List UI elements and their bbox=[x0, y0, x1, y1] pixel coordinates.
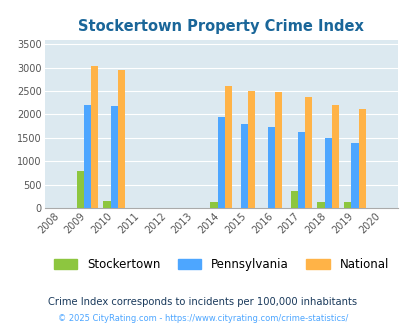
Legend: Stockertown, Pennsylvania, National: Stockertown, Pennsylvania, National bbox=[49, 253, 392, 276]
Text: © 2025 CityRating.com - https://www.cityrating.com/crime-statistics/: © 2025 CityRating.com - https://www.city… bbox=[58, 314, 347, 323]
Bar bbox=[351, 143, 358, 208]
Bar bbox=[297, 132, 305, 208]
Bar bbox=[343, 202, 351, 208]
Bar bbox=[84, 105, 91, 208]
Bar bbox=[110, 106, 117, 208]
Bar bbox=[210, 202, 217, 208]
Bar bbox=[324, 138, 331, 208]
Bar bbox=[305, 97, 311, 208]
Text: Crime Index corresponds to incidents per 100,000 inhabitants: Crime Index corresponds to incidents per… bbox=[48, 297, 357, 307]
Bar bbox=[290, 191, 297, 208]
Title: Stockertown Property Crime Index: Stockertown Property Crime Index bbox=[78, 19, 363, 34]
Bar bbox=[117, 70, 125, 208]
Bar bbox=[331, 105, 338, 208]
Bar bbox=[358, 109, 365, 208]
Bar bbox=[267, 127, 274, 208]
Bar bbox=[224, 86, 232, 208]
Bar bbox=[91, 66, 98, 208]
Bar bbox=[317, 202, 324, 208]
Bar bbox=[274, 92, 281, 208]
Bar bbox=[240, 124, 247, 208]
Bar bbox=[77, 171, 84, 208]
Bar bbox=[103, 201, 110, 208]
Bar bbox=[217, 117, 224, 208]
Bar bbox=[247, 91, 255, 208]
